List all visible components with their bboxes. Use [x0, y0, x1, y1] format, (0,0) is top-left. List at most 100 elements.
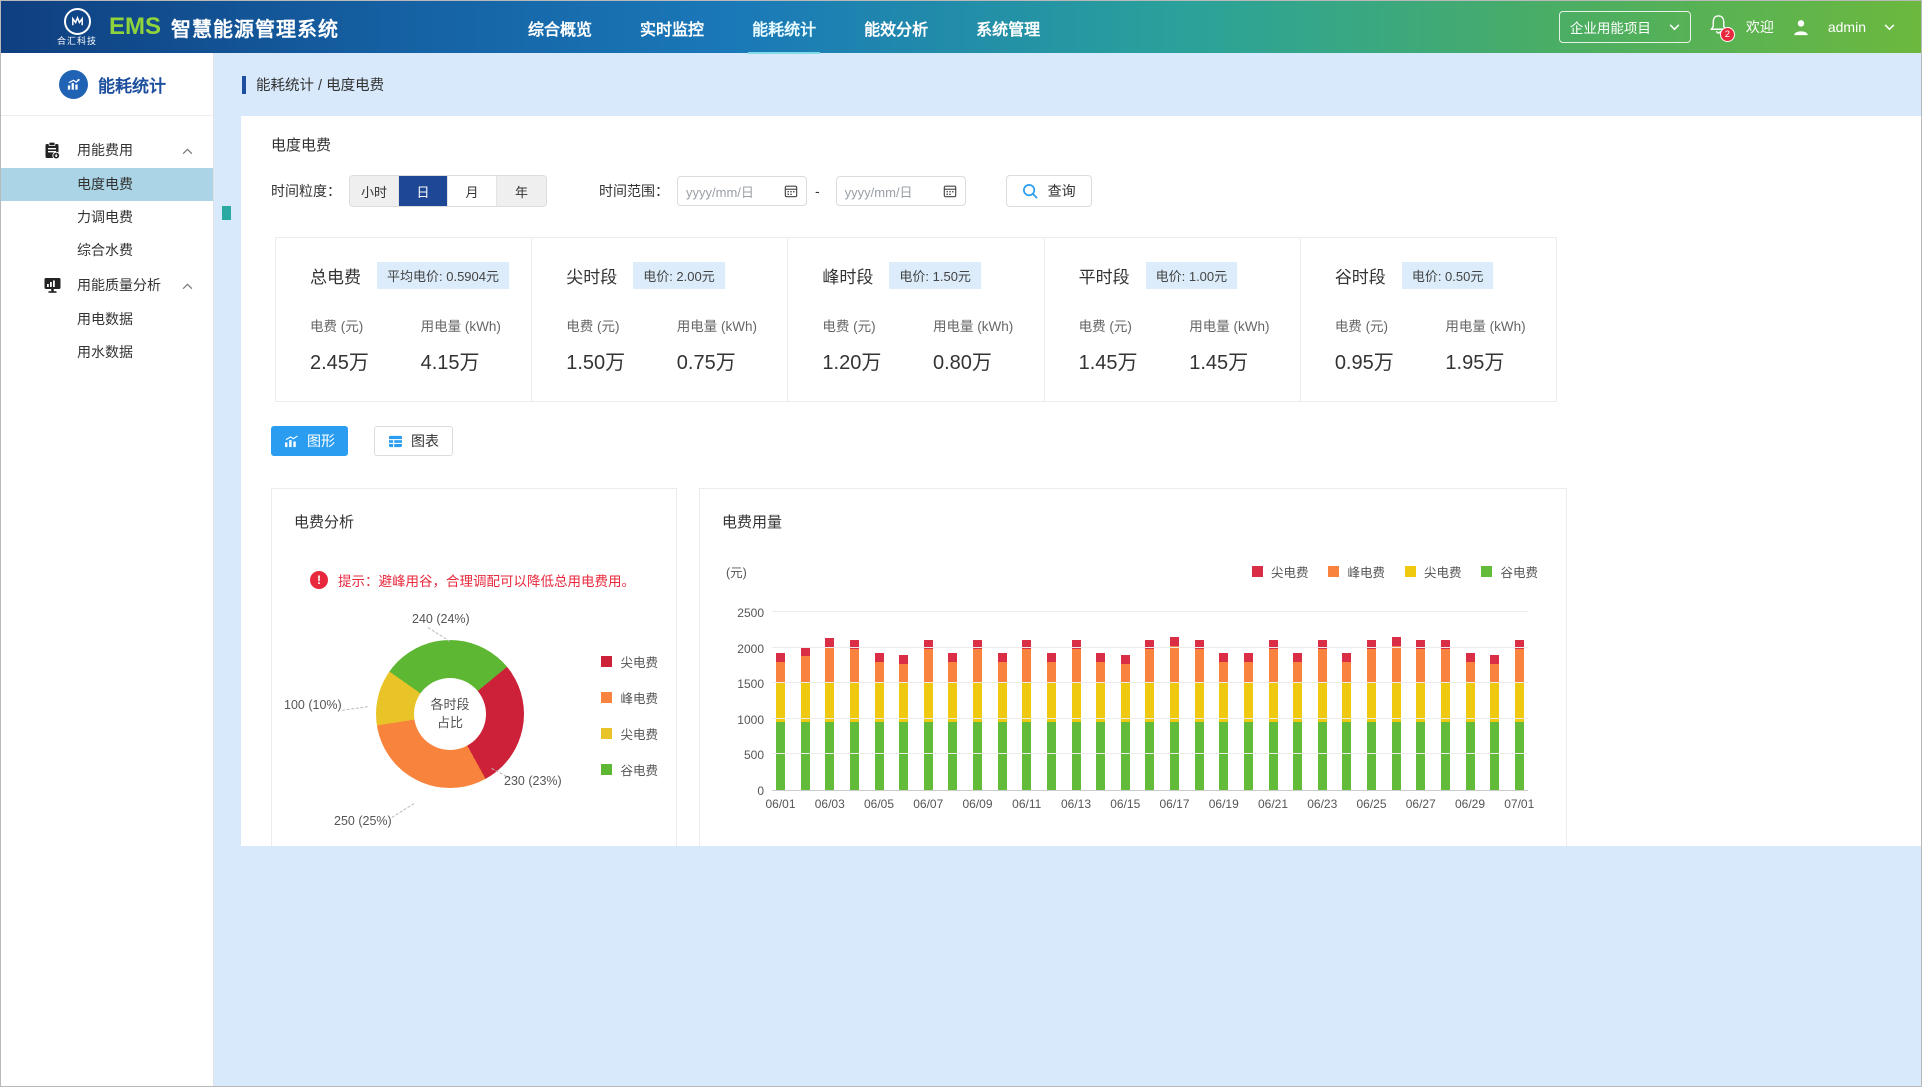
- bar-panel-title: 电费用量: [722, 514, 783, 531]
- usage-value: 0.80万: [933, 352, 992, 374]
- sidebar-item-power-factor-fee[interactable]: 力调电费: [77, 209, 133, 225]
- card-title: 平时段: [1078, 268, 1130, 287]
- x-tick-label: 06/17: [1159, 797, 1190, 811]
- bar-segment: [1465, 683, 1475, 723]
- query-button[interactable]: 查询: [1005, 175, 1092, 207]
- usage-value: 4.15万: [420, 352, 480, 374]
- bar-segment: [1416, 639, 1426, 650]
- graph-view-button[interactable]: 图形: [271, 426, 348, 456]
- nav-item-realtime[interactable]: 实时监控: [640, 21, 705, 39]
- bar-segment: [1046, 652, 1056, 662]
- sidebar-group-quality-analysis[interactable]: 用能质量分析: [1, 267, 213, 303]
- calendar-icon[interactable]: [784, 184, 798, 198]
- bar-segment: [1046, 661, 1056, 684]
- calendar-icon[interactable]: [943, 184, 957, 198]
- nav-item-system[interactable]: 系统管理: [976, 21, 1041, 39]
- x-tick-label: 07/01: [1504, 797, 1535, 811]
- sidebar-group-energy-cost[interactable]: 用能费用: [1, 132, 213, 168]
- legend-label: 尖电费: [620, 728, 658, 742]
- pie-legend-item[interactable]: 尖电费: [601, 652, 658, 671]
- bar-segment: [1096, 661, 1106, 684]
- fee-value: 1.45万: [1078, 352, 1138, 374]
- sidebar-item-electricity-data[interactable]: 用电数据: [77, 311, 133, 327]
- x-tick-label: 06/01: [765, 797, 796, 811]
- bar-segment: [1022, 683, 1032, 723]
- fee-value: 0.95万: [1334, 352, 1394, 374]
- nav-item-energy-stats[interactable]: 能耗统计: [748, 1, 821, 54]
- bar-segment: [1194, 683, 1204, 723]
- bar-segment: [825, 638, 835, 648]
- table-icon: [389, 435, 402, 447]
- user-menu-chevron-icon[interactable]: [1884, 23, 1895, 31]
- bar-segment: [923, 683, 933, 723]
- bar-segment: [1120, 664, 1130, 684]
- nav-item-overview[interactable]: 综合概览: [528, 21, 593, 39]
- bar-segment: [1046, 683, 1056, 723]
- bar-segment: [825, 722, 835, 790]
- pie-legend-item[interactable]: 尖电费: [601, 724, 658, 743]
- bar-segment: [1022, 649, 1032, 684]
- bar-stack: [1096, 652, 1106, 790]
- bar-legend-item[interactable]: 尖电费: [1251, 562, 1308, 581]
- legend-swatch: [601, 656, 613, 667]
- pie-legend-item[interactable]: 谷电费: [601, 760, 658, 779]
- bar-segment: [1490, 664, 1500, 684]
- sidebar-collapse-handle[interactable]: [222, 206, 231, 220]
- bar-legend-item[interactable]: 尖电费: [1404, 562, 1461, 581]
- bar-segment: [874, 652, 884, 662]
- bar-segment: [1096, 683, 1106, 723]
- end-date-input[interactable]: yyyy/mm/日: [835, 176, 966, 206]
- sidebar-item-water-fee[interactable]: 综合水费: [77, 242, 133, 258]
- bar-segment: [1342, 661, 1352, 684]
- end-date-placeholder: yyyy/mm/日: [844, 184, 913, 200]
- filter-bar: 时间粒度： 小时 日 月 年 时间范围： yyyy/mm/日 -: [271, 175, 1921, 207]
- bar-segment: [1490, 722, 1500, 790]
- granularity-year-button[interactable]: 年: [497, 176, 546, 206]
- granularity-hour-button[interactable]: 小时: [350, 176, 399, 206]
- bar-segment: [1268, 639, 1278, 650]
- bar-segment: [1268, 722, 1278, 790]
- bar-stack: 06/23: [1307, 639, 1337, 811]
- breadcrumb: 能耗统计 / 电度电费: [214, 53, 1921, 116]
- sidebar-title: 能耗统计: [98, 76, 166, 96]
- granularity-day-button[interactable]: 日: [399, 176, 448, 206]
- bar-segment: [1194, 639, 1204, 650]
- bar-legend-item[interactable]: 谷电费: [1481, 562, 1538, 581]
- table-view-button[interactable]: 图表: [374, 426, 453, 456]
- y-tick-label: 1500: [737, 677, 764, 692]
- bar-segment: [1440, 683, 1450, 723]
- bar-segment: [1194, 722, 1204, 790]
- bar-segment: [1490, 683, 1500, 723]
- granularity-month-button[interactable]: 月: [448, 176, 497, 206]
- bar-segment: [1391, 636, 1401, 647]
- bar-segment: [1243, 652, 1253, 662]
- granularity-label: 时间粒度：: [271, 183, 341, 199]
- notification-bell[interactable]: 2: [1709, 14, 1735, 42]
- pie-legend-item[interactable]: 峰电费: [601, 688, 658, 707]
- project-select-dropdown[interactable]: 企业用能项目: [1558, 11, 1691, 43]
- bar-segment: [973, 722, 982, 790]
- bar-segment: [1514, 683, 1524, 723]
- sidebar-item-electricity-fee[interactable]: 电度电费: [1, 168, 213, 201]
- y-tick-label: 2500: [737, 606, 764, 620]
- x-tick-label: 06/03: [814, 797, 845, 811]
- price-badge: 电价: 1.50元: [889, 262, 981, 289]
- charts-row: 电费分析 ! 提示：避峰用谷，合理调配可以降低总用电费用。 各时段 占比: [271, 488, 1921, 846]
- bar-segment: [923, 639, 933, 650]
- ems-logo-text: EMS: [109, 13, 162, 40]
- bar-segment: [1367, 722, 1376, 790]
- bar-segment: [800, 722, 810, 790]
- user-avatar-icon: [1794, 20, 1808, 36]
- bar-segment: [1317, 683, 1327, 723]
- clipboard-icon: [43, 141, 63, 160]
- nav-item-efficiency[interactable]: 能效分析: [864, 21, 929, 39]
- sidebar-item-water-data[interactable]: 用水数据: [77, 344, 133, 360]
- start-date-input[interactable]: yyyy/mm/日: [677, 176, 807, 206]
- bar-segment: [948, 722, 958, 790]
- bar-legend-item[interactable]: 峰电费: [1328, 562, 1385, 581]
- x-tick-label: 06/11: [1012, 797, 1042, 811]
- stat-cards-row: 总电费 平均电价: 0.5904元 电费 (元) 2.45万 用电量 (kWh) 4…: [275, 237, 1558, 402]
- bar-segment: [1465, 722, 1475, 790]
- pie-leader-line: [391, 803, 415, 818]
- legend-swatch: [1481, 566, 1493, 577]
